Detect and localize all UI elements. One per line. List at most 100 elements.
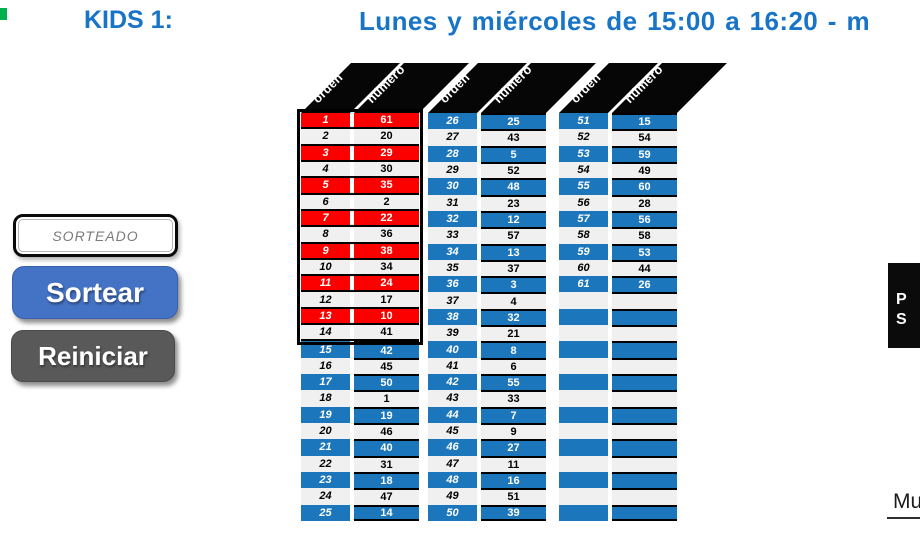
numero-cell [612,357,677,374]
orden-cell: 15 [301,341,350,358]
orden-cell [559,439,608,456]
table-row [559,357,677,374]
orden-cell: 19 [301,406,350,423]
table-row: 51 15 [559,113,677,130]
numero-cell: 56 [612,210,677,228]
table-row [559,341,677,358]
numero-cell: 46 [354,422,419,440]
numero-cell: 57 [481,227,546,244]
numero-cell [612,422,677,440]
orden-cell: 55 [559,178,608,195]
numero-cell: 23 [481,194,546,211]
draw-table-1: orden número 1 61 2 20 3 29 4 30 5 35 6 2 7 22 8 36 9 38 1… [297,59,469,521]
numero-cell: 53 [612,243,677,260]
table-row: 42 55 [428,374,546,391]
orden-cell: 23 [301,471,350,489]
numero-cell: 43 [481,129,546,146]
table-row: 20 46 [301,422,419,440]
draw-table-3: orden número 51 15 52 54 53 59 54 49 55 60 56 28 57 5… [559,59,727,521]
table-row: 31 23 [428,194,546,211]
table-row: 36 3 [428,276,546,293]
numero-cell: 36 [354,227,419,242]
orden-cell: 4 [301,161,350,177]
orden-cell: 37 [428,292,477,309]
orden-cell: 11 [301,276,350,291]
sortear-button[interactable]: Sortear [12,266,178,319]
numero-cell: 58 [612,227,677,244]
orden-cell: 5 [301,178,350,193]
table-row: 7 22 [301,210,419,228]
orden-cell: 48 [428,471,477,489]
table-row: 15 42 [301,341,419,358]
numero-cell: 39 [481,504,546,521]
orden-cell: 20 [301,422,350,440]
table-row [559,390,677,407]
table-row: 9 38 [301,243,419,260]
table-row [559,439,677,456]
table-row: 60 44 [559,259,677,277]
orden-cell: 17 [301,374,350,391]
table-row: 24 47 [301,488,419,505]
orden-cell: 40 [428,341,477,358]
table-row: 59 53 [559,243,677,260]
numero-cell: 16 [481,471,546,489]
orden-cell: 49 [428,488,477,505]
table-row: 39 21 [428,325,546,342]
numero-cell [612,325,677,342]
table-row: 11 24 [301,276,419,293]
numero-cell [612,471,677,489]
orden-cell: 7 [301,210,350,226]
numero-cell: 60 [612,178,677,195]
orden-cell [559,308,608,326]
orden-cell: 54 [559,161,608,179]
table-row: 53 59 [559,145,677,162]
table-row: 14 41 [301,325,419,342]
orden-cell: 29 [428,161,477,179]
orden-cell: 12 [301,292,350,307]
orden-cell: 60 [559,259,608,277]
orden-cell: 22 [301,455,350,472]
numero-cell: 59 [612,145,677,162]
numero-cell: 51 [481,488,546,505]
table-row: 12 17 [301,292,419,309]
orden-cell: 24 [301,488,350,505]
numero-cell: 26 [612,276,677,293]
orden-cell [559,341,608,358]
numero-cell [612,406,677,423]
numero-cell: 14 [354,504,419,521]
right-panel-line-2: S [896,311,907,328]
numero-cell: 6 [481,357,546,374]
orden-cell: 33 [428,227,477,244]
numero-cell: 7 [481,406,546,423]
sorteado-label: SORTEADO [52,227,139,244]
table-3-rows: 51 15 52 54 53 59 54 49 55 60 56 28 57 56 58 58 59 53 60 44… [559,113,677,521]
orden-cell: 59 [559,243,608,260]
numero-cell: 4 [481,292,546,309]
numero-cell [612,308,677,326]
table-row: 4 30 [301,161,419,179]
orden-cell: 57 [559,210,608,228]
sorteado-result-field[interactable]: SORTEADO [13,214,178,257]
numero-cell: 5 [481,145,546,162]
table-row: 47 11 [428,455,546,472]
numero-cell [612,341,677,358]
orden-cell: 25 [301,504,350,521]
orden-cell: 31 [428,194,477,211]
numero-cell: 10 [354,308,419,324]
orden-cell: 39 [428,325,477,342]
bottom-right-link[interactable]: Mu [887,490,920,519]
table-row [559,406,677,423]
draw-table-2: orden número 26 25 27 43 28 5 29 52 30 48 31 23 32 12… [428,59,596,521]
numero-cell: 42 [354,341,419,358]
numero-cell: 55 [481,374,546,391]
table-row: 32 12 [428,210,546,228]
orden-cell: 26 [428,113,477,130]
table-row: 27 43 [428,129,546,146]
orden-cell: 10 [301,259,350,275]
numero-cell: 54 [612,129,677,146]
numero-cell: 28 [612,194,677,211]
numero-cell: 17 [354,292,419,307]
right-panel-line-1: P [896,291,907,308]
reiniciar-button[interactable]: Reiniciar [11,330,175,382]
